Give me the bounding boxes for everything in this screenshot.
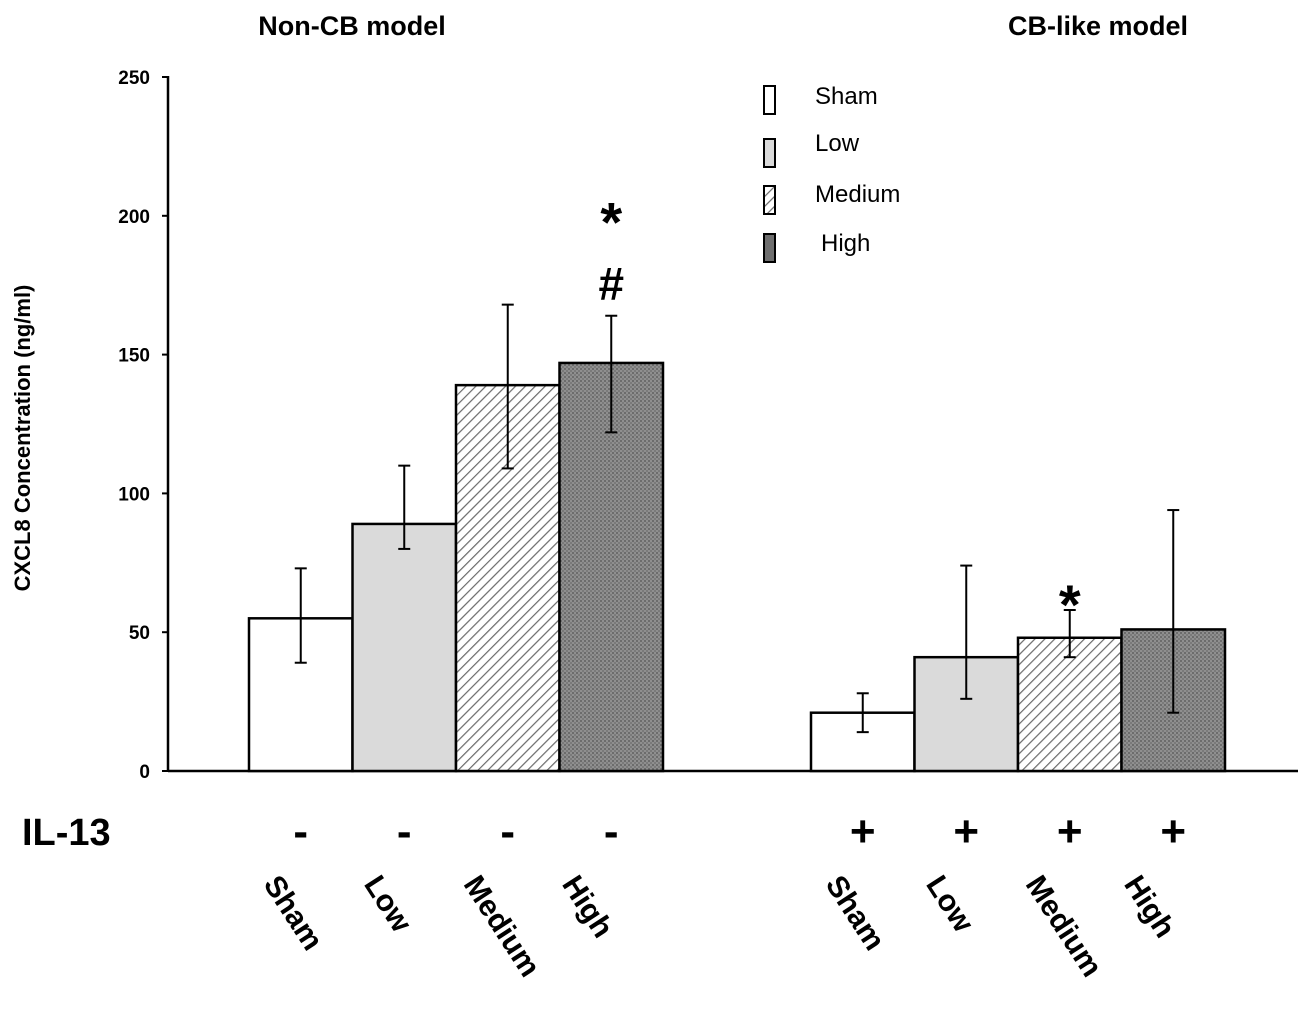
x-category-label: Low xyxy=(919,870,980,939)
legend-label-sham: Sham xyxy=(815,83,878,110)
x-category-label: Medium xyxy=(457,870,546,983)
legend: Sham Low Medium High xyxy=(763,83,900,263)
panel-title-non-cb: Non-CB model xyxy=(258,11,445,41)
legend-swatch-medium xyxy=(763,185,776,215)
il13-sign: - xyxy=(604,807,619,856)
legend-label-high: High xyxy=(821,230,870,257)
significance-annotation: # xyxy=(598,258,624,310)
error-bar-layer xyxy=(294,303,1180,734)
legend-label-medium: Medium xyxy=(815,181,900,208)
annotation-layer: #** xyxy=(598,191,1080,636)
bar-non-cb-low xyxy=(351,522,458,773)
y-tick-label: 100 xyxy=(118,484,150,505)
x-category-label: Sham xyxy=(257,870,329,956)
significance-annotation: * xyxy=(1059,573,1081,636)
il13-sign: + xyxy=(850,807,876,856)
y-axis-ticks: 0 50 100 150 200 250 xyxy=(118,68,168,783)
il13-sign: + xyxy=(1160,807,1186,856)
y-axis-title: CXCL8 Concentration (ng/ml) xyxy=(10,285,35,592)
bar-layer xyxy=(247,361,1227,773)
x-category-label: Low xyxy=(357,870,418,939)
y-tick-label: 50 xyxy=(129,623,150,644)
il13-sign: + xyxy=(953,807,979,856)
y-tick-label: 250 xyxy=(118,68,150,89)
legend-label-low: Low xyxy=(815,130,860,157)
legend-swatch-low xyxy=(763,138,776,168)
significance-annotation: * xyxy=(600,191,622,254)
il13-sign: - xyxy=(293,807,308,856)
x-category-label: High xyxy=(555,870,619,944)
panel-title-cb-like: CB-like model xyxy=(1008,11,1188,41)
y-tick-label: 0 xyxy=(139,762,150,783)
y-tick-label: 200 xyxy=(118,207,150,228)
x-category-label: High xyxy=(1117,870,1181,944)
legend-swatch-high xyxy=(763,233,776,263)
legend-swatch-sham xyxy=(763,85,776,115)
treatment-label: IL-13 xyxy=(22,812,111,854)
il13-sign: + xyxy=(1057,807,1083,856)
il13-sign: - xyxy=(397,807,412,856)
il13-sign: - xyxy=(500,807,515,856)
x-category-labels: -Sham-Low-Medium-High+Sham+Low+Medium+Hi… xyxy=(257,807,1186,983)
x-category-label: Medium xyxy=(1019,870,1108,983)
x-category-label: Sham xyxy=(819,870,891,956)
y-tick-label: 150 xyxy=(118,346,150,367)
